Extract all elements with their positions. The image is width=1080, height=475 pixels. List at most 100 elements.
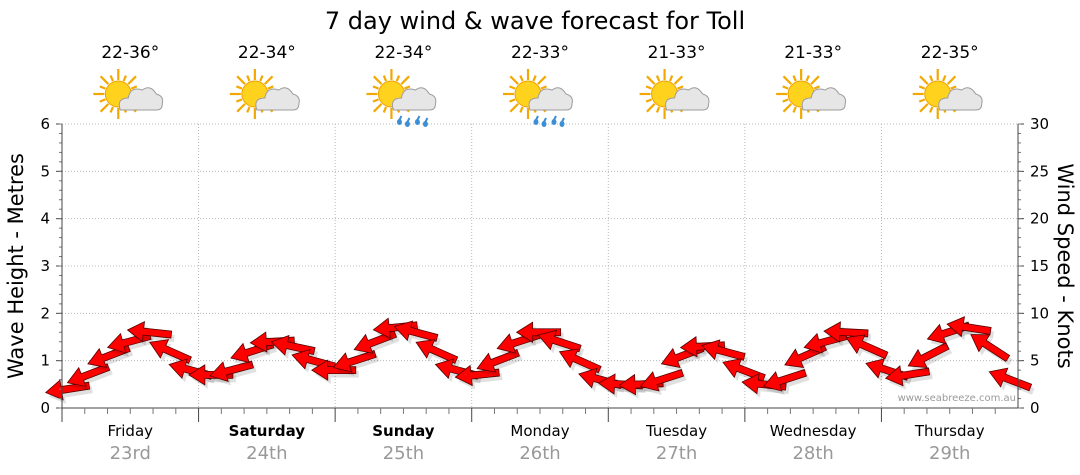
y2-tick-label: 30 [1030,115,1049,133]
sun-ray [655,106,661,113]
cloud [255,87,300,111]
temperature-label: 22-36° [101,43,159,63]
sun-ray [372,103,383,113]
cloud [801,87,847,111]
date-label: 29th [929,443,970,464]
sun-ray [646,103,656,113]
partly-cloudy-icon [776,69,847,119]
sun-ray [99,98,106,103]
sun-ray [918,85,926,90]
sun-ray [919,103,929,113]
temperature-label: 21-33° [784,43,842,63]
y2-tick-label: 5 [1030,352,1040,370]
y2-tick-label: 20 [1030,210,1049,228]
sun-ray [929,75,934,82]
date-label: 26th [519,443,560,464]
sun-ray [782,98,789,103]
cloud [118,87,164,111]
sun-ray [673,75,684,85]
date-label: 23rd [110,443,151,464]
cloud [665,87,710,111]
sun-ray [382,106,388,113]
wind-arrow [311,359,357,381]
sun-ray [403,85,411,90]
y-axis-title: Wave Height - Metres [4,153,28,379]
wind-arrow [558,348,602,374]
day-label: Saturday [229,422,306,440]
temperature-label: 22-34° [374,43,432,63]
rain-drop [559,121,565,127]
partly-cloudy-icon [639,69,710,119]
sun-ray [540,85,547,90]
day-label: Tuesday [645,422,707,440]
sun-ray [813,85,821,90]
sun-ray [810,75,820,85]
temperature-label: 22-33° [511,43,569,63]
showers-icon [366,69,437,127]
sun-ray [950,85,957,90]
sun-ray [942,75,947,82]
rain-drop [396,119,402,125]
sun-ray [519,106,524,113]
wind-arrow [762,368,807,392]
wind-arrow [988,367,1033,392]
sun-ray [99,85,106,90]
chart-title: 7 day wind & wave forecast for Toll [325,7,745,35]
temperature-label: 22-35° [921,43,979,63]
sun-ray [109,106,114,113]
y-tick-label: 6 [40,115,50,133]
wind-arrow [415,339,459,364]
sun-ray [519,75,524,82]
temperature-label: 21-33° [648,43,706,63]
weather-icons: 22-36° 22-34° 22-34° 22-33° 21-33° 21-33° 22-3… [93,43,983,127]
wind-arrow [270,334,316,356]
sun-ray [236,103,246,113]
day-label: Friday [108,422,154,440]
sun-ray [509,85,516,90]
sun-ray [645,98,653,103]
sun-ray [400,75,410,85]
sun-ray [109,75,114,82]
rain-drop [533,119,539,125]
day-label: Monday [510,422,569,440]
sun-ray [509,75,519,85]
date-label: 25th [383,443,424,464]
sun-ray [372,98,379,103]
sun-ray [782,103,793,113]
sun-ray [918,98,926,103]
wind-arrow [946,316,992,338]
cloud [391,87,437,111]
wind-arrow [970,334,1011,362]
sun-ray [372,75,383,85]
sun-ray [677,85,684,90]
sun-ray [655,75,661,82]
y-tick-label: 0 [40,399,50,417]
rain-drop [551,119,557,125]
showers-icon [503,69,573,127]
wind-arrow [515,321,562,343]
y2-axis-title: Wind Speed - Knots [1053,163,1077,368]
wind-arrow [701,339,746,361]
sun-ray [122,75,127,82]
partly-cloudy-icon [229,69,300,119]
wind-arrow [537,329,582,353]
sun-ray [99,103,110,113]
y2-tick-label: 25 [1030,162,1049,180]
sun-ray [537,75,547,85]
partly-cloudy-icon [93,69,164,119]
date-label: 24th [246,443,287,464]
rain-drop [414,119,420,125]
temperature-label: 22-34° [238,43,296,63]
sun-ray [99,75,110,85]
sun-ray [236,75,246,85]
wind-arrow [823,321,869,343]
sun-ray [509,103,519,113]
day-label: Sunday [372,422,435,440]
sun-ray [792,75,797,82]
sun-ray [646,75,656,85]
wind-arrow [884,365,931,387]
sun-ray [929,106,934,113]
sun-ray [395,75,401,82]
wind-arrow [845,334,889,360]
